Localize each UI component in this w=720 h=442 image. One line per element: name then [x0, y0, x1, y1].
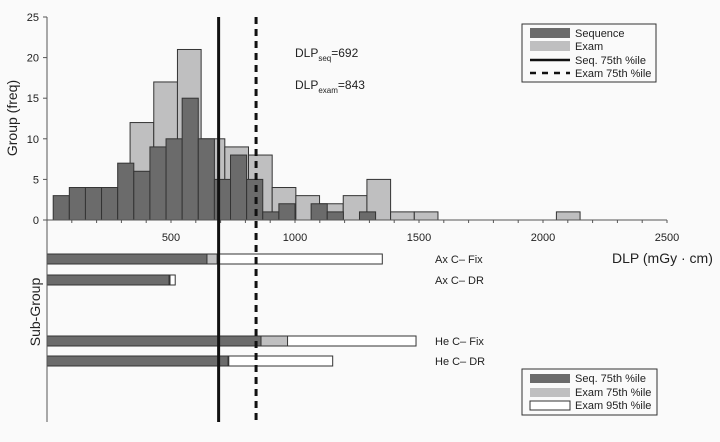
axes: 0 5 10 15 20 25 500 1000 1500 2000 2500	[27, 12, 679, 422]
reference-lines	[217, 17, 258, 422]
y-tick-label: 0	[33, 215, 39, 227]
subgroup-panel: Ax C– Fix Ax C– DR He C– Fix He C– DR	[46, 253, 485, 368]
subgroup-label: Ax C– Fix	[435, 254, 483, 266]
subgroup-bar	[46, 335, 262, 347]
legend-label-seq75-bar: Seq. 75th %ile	[575, 373, 646, 385]
y-tick-label: 20	[27, 53, 39, 65]
y-tick-label: 25	[27, 12, 39, 24]
legend-label-exam95-bar: Exam 95th %ile	[575, 400, 651, 412]
x-axis-label: DLP (mGy · cm)	[612, 250, 713, 266]
x-tick-label: 500	[162, 232, 180, 244]
legend-label-sequence: Sequence	[575, 28, 625, 40]
histogram-bar-sequence	[52, 195, 70, 221]
legend-swatch-sequence	[530, 28, 570, 38]
legend-label-exam75-bar: Exam 75th %ile	[575, 387, 651, 399]
y-axis-label: Group (freq)	[4, 80, 20, 156]
histogram-panel	[52, 48, 581, 221]
subgroup-bar	[46, 355, 229, 367]
histogram-bar-sequence	[358, 211, 377, 221]
legend-swatch-seq75-bar	[530, 374, 570, 383]
x-tick-label: 1000	[283, 232, 307, 244]
subgroup-label: He C– Fix	[435, 336, 484, 348]
y-tick-label: 5	[33, 174, 39, 186]
histogram-bar-sequence	[326, 211, 344, 221]
histogram-bar-sequence	[117, 162, 135, 221]
annotation-dlp-exam: DLPexam=843	[295, 78, 365, 95]
legend-swatch-exam	[530, 41, 570, 51]
legend-swatch-exam95-bar	[529, 400, 571, 411]
histogram-bar-sequence	[197, 138, 215, 221]
x-tick-label: 2500	[655, 232, 679, 244]
histogram-bar-exam	[555, 211, 581, 221]
histogram-bar-sequence	[310, 203, 328, 221]
y-tick-label: 10	[27, 134, 39, 146]
histogram-bar-sequence	[230, 154, 248, 221]
histogram-bar-exam	[413, 211, 439, 221]
histogram-bar-sequence	[262, 211, 280, 221]
legend-label-exam: Exam	[575, 41, 603, 53]
histogram-bar-sequence	[68, 187, 86, 221]
legend-swatch-exam75-bar	[530, 388, 570, 397]
subgroup-bar	[46, 253, 208, 265]
legend-label-exam75: Exam 75th %ile	[575, 68, 651, 80]
histogram-bar-sequence	[213, 178, 232, 221]
y-tick-label: 15	[27, 93, 39, 105]
legend-label-seq75: Seq. 75th %ile	[575, 55, 646, 67]
histogram-bar-sequence	[181, 97, 199, 221]
histogram-bar-sequence	[149, 146, 167, 221]
annotation-dlp-seq: DLPseq=692	[295, 46, 359, 63]
histogram-bar-sequence	[101, 187, 119, 221]
subgroup-label: Ax C– DR	[435, 275, 484, 287]
legend-subgroup: Seq. 75th %ile Exam 75th %ile Exam 95th …	[521, 368, 658, 416]
histogram-bar-sequence	[165, 138, 183, 221]
histogram-bar-sequence	[278, 203, 296, 221]
histogram-bar-sequence	[84, 187, 103, 221]
x-tick-label: 2000	[531, 232, 555, 244]
subgroup-bar	[46, 274, 170, 286]
sub-group-axis-label: Sub-Group	[27, 278, 43, 347]
subgroup-label: He C– DR	[435, 356, 485, 368]
histogram-bar-sequence	[133, 170, 151, 221]
legend-histogram: Sequence Exam Seq. 75th %ile Exam 75th %…	[521, 23, 657, 83]
histogram-bar-exam	[390, 211, 415, 221]
x-tick-label: 1500	[407, 232, 431, 244]
